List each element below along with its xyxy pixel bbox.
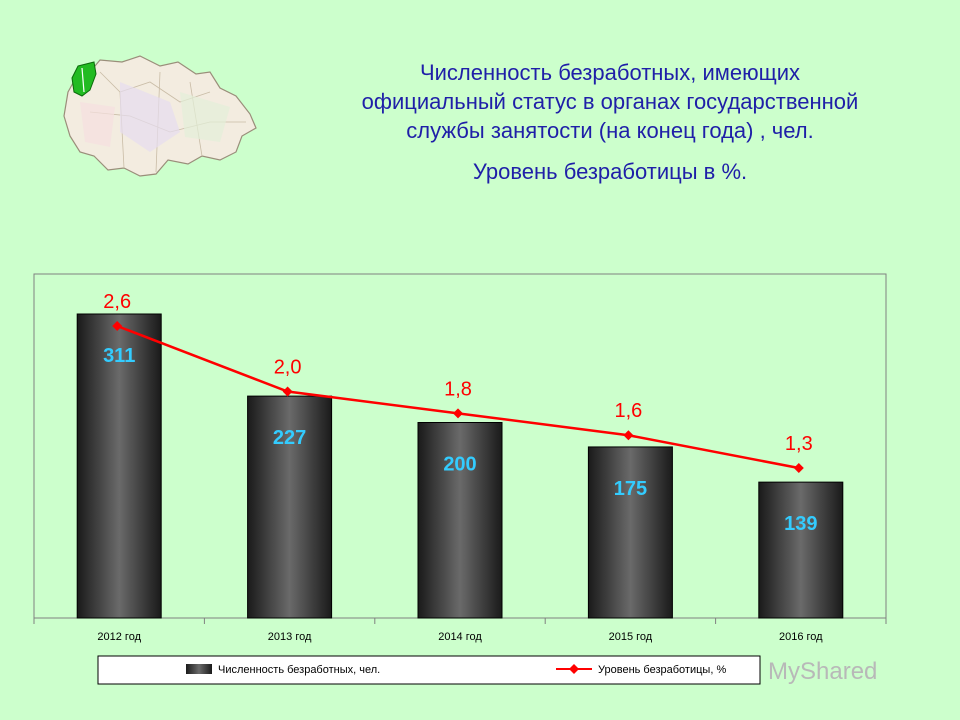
x-tick-label: 2013 год bbox=[268, 631, 312, 643]
title-line: службы занятости (на конец года) , чел. bbox=[406, 118, 814, 143]
bar-data-label: 139 bbox=[784, 513, 817, 535]
line-point bbox=[453, 408, 463, 419]
legend-line-marker bbox=[569, 664, 579, 674]
x-tick-label: 2016 год bbox=[779, 631, 823, 643]
chart-subtitle: Уровень безработицы в %. bbox=[472, 159, 748, 184]
watermark: MyShared bbox=[768, 658, 878, 685]
line-point bbox=[282, 386, 293, 397]
bar bbox=[417, 422, 503, 619]
bar-data-label: 311 bbox=[103, 345, 135, 367]
line-point bbox=[112, 321, 123, 331]
legend-bar-label: Численность безработных, чел. bbox=[218, 664, 380, 676]
region-map-icon bbox=[63, 55, 257, 177]
x-tick-label: 2015 год bbox=[609, 631, 653, 643]
legend-bar-swatch bbox=[186, 664, 212, 674]
line-data-label: 1,8 bbox=[444, 378, 472, 400]
bar-data-label: 175 bbox=[614, 478, 647, 500]
line-data-label: 1,6 bbox=[614, 400, 642, 422]
bar bbox=[587, 446, 673, 619]
line-data-label: 2,0 bbox=[274, 357, 302, 379]
title-line: Численность безработных, имеющих bbox=[419, 60, 801, 85]
x-tick-label: 2014 год bbox=[438, 631, 482, 643]
bar-data-label: 200 bbox=[443, 454, 476, 476]
legend-line-label: Уровень безработицы, % bbox=[598, 664, 726, 676]
bar bbox=[76, 313, 162, 619]
x-tick-label: 2012 год bbox=[97, 631, 141, 643]
chart-title: Численность безработных, имеющих официал… bbox=[290, 58, 930, 185]
line-point bbox=[623, 430, 634, 441]
bar bbox=[247, 395, 333, 619]
line-point bbox=[793, 463, 804, 473]
bar bbox=[758, 481, 844, 619]
line-data-label: 1,3 bbox=[785, 433, 813, 455]
bar-data-label: 227 bbox=[273, 427, 306, 449]
line-data-label: 2,6 bbox=[103, 291, 131, 313]
title-line: официальный статус в органах государстве… bbox=[361, 89, 859, 114]
